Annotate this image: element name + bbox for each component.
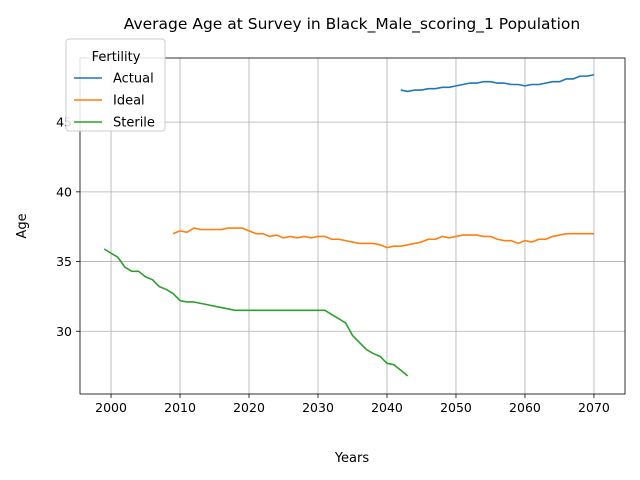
- x-tick-label: 2040: [371, 400, 403, 415]
- y-tick-label: 35: [56, 254, 72, 269]
- x-tick-label: 2060: [509, 400, 541, 415]
- x-tick-label: 2070: [578, 400, 610, 415]
- x-tick-label: 2000: [95, 400, 127, 415]
- x-tick-label: 2010: [164, 400, 196, 415]
- legend-entries: Actual Ideal Sterile: [74, 72, 155, 131]
- legend-label-sterile: Sterile: [113, 116, 155, 131]
- legend-label-ideal: Ideal: [113, 94, 145, 109]
- legend: Fertility Actual Ideal Sterile: [65, 38, 166, 132]
- x-axis-label: Years: [334, 451, 370, 466]
- legend-box: [65, 38, 166, 132]
- x-tick-label: 2020: [233, 400, 265, 415]
- legend-label-actual: Actual: [113, 72, 154, 87]
- y-tick-label: 30: [56, 324, 72, 339]
- series-lines: [103, 73, 595, 377]
- series-line-sterile: [103, 248, 409, 377]
- grid: [80, 58, 625, 394]
- y-tick-label: 40: [56, 184, 72, 199]
- chart-title: Average Age at Survey in Black_Male_scor…: [124, 15, 580, 34]
- x-tick-label: 2030: [302, 400, 334, 415]
- series-line-actual: [400, 73, 595, 93]
- legend-title: Fertility: [92, 50, 141, 65]
- series-line-ideal: [172, 227, 594, 249]
- plot-frame: [79, 57, 626, 395]
- y-axis-label: Age: [15, 213, 30, 238]
- x-tick-label: 2050: [440, 400, 472, 415]
